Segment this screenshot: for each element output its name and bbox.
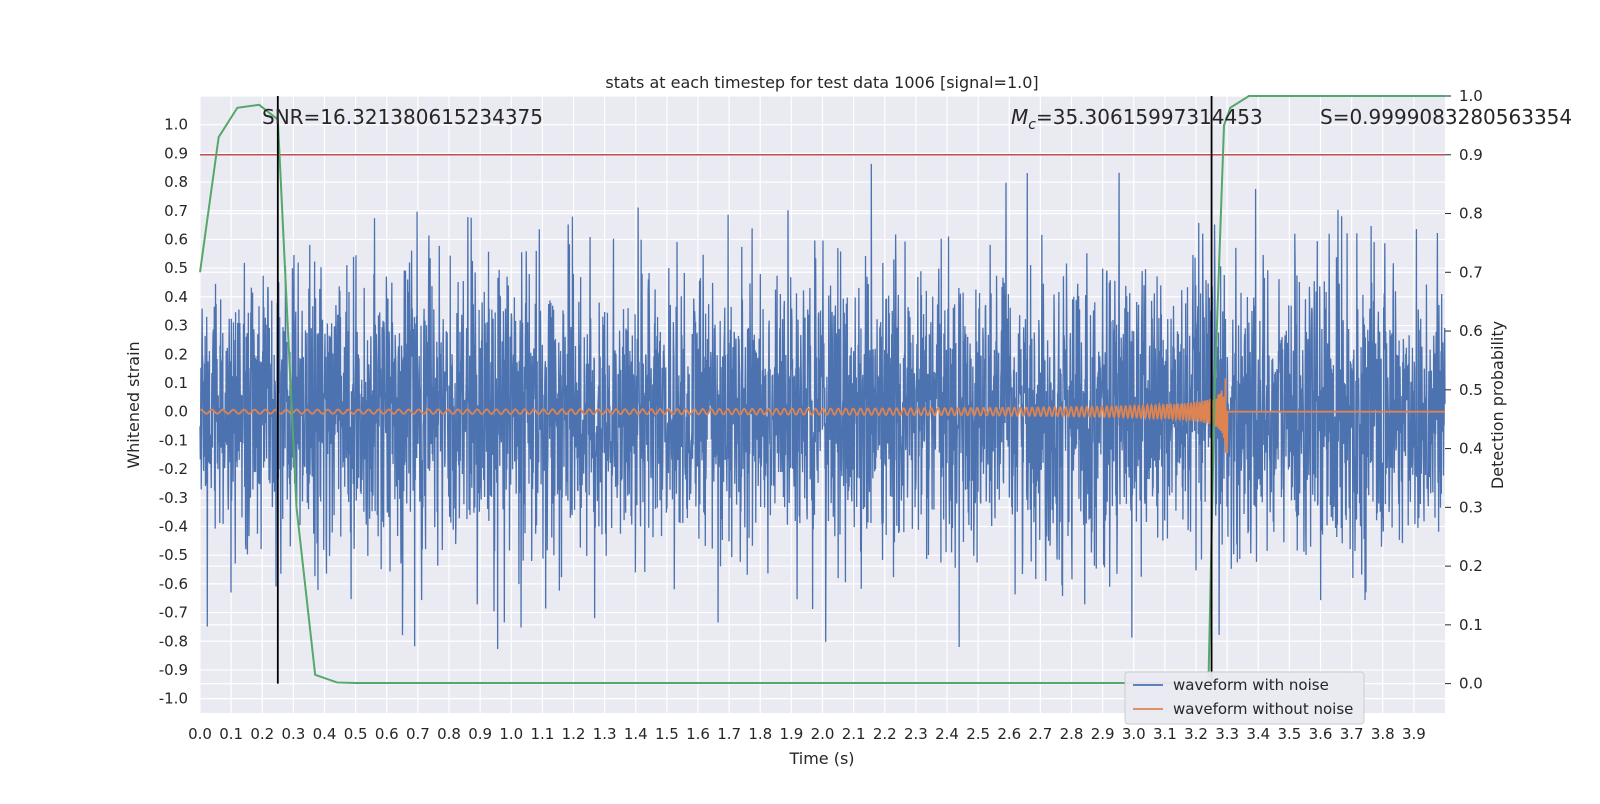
x-tick-label: 0.5 xyxy=(344,725,368,743)
y-left-tick-label: -0.3 xyxy=(159,489,188,507)
y-axis-left-label: Whitened strain xyxy=(124,341,143,468)
y-right-tick-label: 0.4 xyxy=(1459,440,1483,458)
x-tick-label: 3.4 xyxy=(1246,725,1270,743)
y-left-tick-label: 0.1 xyxy=(164,374,188,392)
x-tick-label: 2.3 xyxy=(904,725,928,743)
x-tick-label: 3.9 xyxy=(1402,725,1426,743)
y-left-tick-label: -1.0 xyxy=(159,690,188,708)
y-left-tick-label: -0.2 xyxy=(159,460,188,478)
x-tick-label: 1.6 xyxy=(686,725,710,743)
y-left-tick-label: 0.9 xyxy=(164,144,188,162)
y-left-tick-label: -0.4 xyxy=(159,517,188,535)
x-tick-label: 2.6 xyxy=(997,725,1021,743)
x-tick-label: 0.2 xyxy=(250,725,274,743)
x-tick-label: 3.6 xyxy=(1309,725,1333,743)
y-left-tick-label: -0.6 xyxy=(159,575,188,593)
y-right-tick-label: 1.0 xyxy=(1459,87,1483,105)
series-detection-probability xyxy=(199,95,1445,685)
chirp-mass-symbol: M xyxy=(1011,105,1028,129)
x-tick-label: 0.9 xyxy=(468,725,492,743)
y-left-tick-label: 0.7 xyxy=(164,202,188,220)
snr-annotation: SNR=16.321380615234375 xyxy=(262,105,543,129)
y-left-tick-label: 0.6 xyxy=(164,230,188,248)
x-tick-label: 2.5 xyxy=(966,725,990,743)
x-tick-label: 1.8 xyxy=(748,725,772,743)
y-left-tick-label: 0.8 xyxy=(164,173,188,191)
x-tick-label: 2.9 xyxy=(1091,725,1115,743)
x-tick-label: 2.4 xyxy=(935,725,959,743)
y-right-tick-label: 0.8 xyxy=(1459,205,1483,223)
x-tick-label: 1.7 xyxy=(717,725,741,743)
chirp-trace xyxy=(199,378,1445,453)
y-right-tick-label: 0.9 xyxy=(1459,146,1483,164)
y-right-tick-label: 0.2 xyxy=(1459,557,1483,575)
x-tick-label: 0.4 xyxy=(313,725,337,743)
x-tick-label: 2.0 xyxy=(811,725,835,743)
y-right-tick-label: 0.1 xyxy=(1459,616,1483,634)
x-tick-label: 0.3 xyxy=(281,725,305,743)
x-tick-label: 3.0 xyxy=(1122,725,1146,743)
x-tick-label: 1.5 xyxy=(655,725,679,743)
y-left-tick-label: 0.5 xyxy=(164,259,188,277)
window-markers xyxy=(276,96,1213,684)
x-tick-label: 3.8 xyxy=(1371,725,1395,743)
y-left-tick-label: 1.0 xyxy=(164,116,188,134)
x-tick-label: 1.2 xyxy=(562,725,586,743)
x-tick-label: 1.3 xyxy=(593,725,617,743)
y-left-tick-label: 0.4 xyxy=(164,288,188,306)
y-axis-right-ticks: 1.0 0.9 0.8 0.7 0.6 0.5 0.4 0.3 0.2 0.1 0.0 xyxy=(1445,87,1483,693)
legend-label-clean: waveform without noise xyxy=(1173,700,1353,718)
y-right-tick-label: 0.0 xyxy=(1459,675,1483,693)
x-tick-label: 3.1 xyxy=(1153,725,1177,743)
x-tick-label: 2.7 xyxy=(1028,725,1052,743)
series-waveform-without-noise xyxy=(199,378,1445,453)
y-left-tick-label: 0.0 xyxy=(164,403,188,421)
x-axis-label: Time (s) xyxy=(788,749,854,768)
x-tick-label: 1.0 xyxy=(499,725,523,743)
legend-box xyxy=(1124,671,1365,725)
y-right-tick-label: 0.7 xyxy=(1459,263,1483,281)
x-tick-label: 1.1 xyxy=(530,725,554,743)
x-tick-label: 0.6 xyxy=(375,725,399,743)
x-axis-ticks: 0.0 0.1 0.2 0.3 0.4 0.5 0.6 0.7 0.8 0.9 1.0 1.1 1.2 1… xyxy=(188,725,1426,743)
x-tick-label: 2.8 xyxy=(1060,725,1084,743)
y-left-tick-label: -0.9 xyxy=(159,661,188,679)
y-right-tick-label: 0.5 xyxy=(1459,381,1483,399)
score-annotation: S=0.9999083280563354 xyxy=(1320,105,1572,129)
y-right-tick-label: 0.6 xyxy=(1459,322,1483,340)
x-tick-label: 3.3 xyxy=(1215,725,1239,743)
y-axis-left-ticks: 1.0 0.9 0.8 0.7 0.6 0.5 0.4 0.3 0.2 0.1 0.0 -0.1 -0.… xyxy=(159,116,188,708)
x-tick-label: 1.4 xyxy=(624,725,648,743)
y-left-tick-label: -0.7 xyxy=(159,604,188,622)
chart-title: stats at each timestep for test data 100… xyxy=(605,73,1038,92)
x-tick-label: 3.7 xyxy=(1340,725,1364,743)
noise-trace xyxy=(199,163,1446,649)
probability-trace xyxy=(199,95,1445,685)
y-left-tick-label: -0.8 xyxy=(159,632,188,650)
series-waveform-with-noise xyxy=(199,163,1446,649)
x-tick-label: 0.0 xyxy=(188,725,212,743)
x-tick-label: 0.8 xyxy=(437,725,461,743)
chirp-mass-annotation: Mc=35.30615997314453 xyxy=(1011,105,1263,133)
x-tick-label: 3.2 xyxy=(1184,725,1208,743)
legend: waveform with noise waveform without noi… xyxy=(1124,671,1365,725)
x-tick-label: 2.1 xyxy=(842,725,866,743)
y-left-tick-label: 0.3 xyxy=(164,317,188,335)
x-tick-label: 0.7 xyxy=(406,725,430,743)
chirp-mass-subscript: c xyxy=(1028,117,1036,133)
y-left-tick-label: -0.5 xyxy=(159,546,188,564)
y-right-tick-label: 0.3 xyxy=(1459,498,1483,516)
x-tick-label: 0.1 xyxy=(219,725,243,743)
x-tick-label: 3.5 xyxy=(1277,725,1301,743)
chirp-mass-value: =35.30615997314453 xyxy=(1036,105,1263,129)
y-left-tick-label: -0.1 xyxy=(159,431,188,449)
y-left-tick-label: 0.2 xyxy=(164,345,188,363)
y-axis-right-label: Detection probability xyxy=(1488,321,1507,489)
x-tick-label: 2.2 xyxy=(873,725,897,743)
legend-label-noise: waveform with noise xyxy=(1173,676,1329,694)
x-tick-label: 1.9 xyxy=(779,725,803,743)
